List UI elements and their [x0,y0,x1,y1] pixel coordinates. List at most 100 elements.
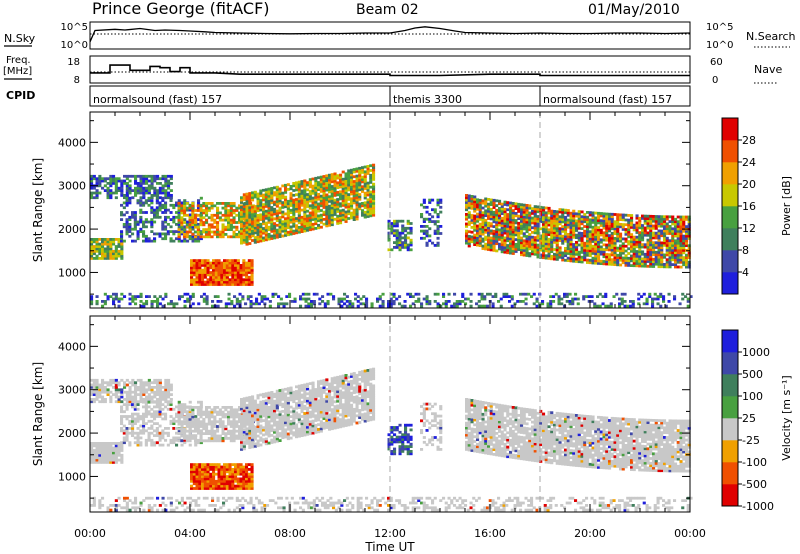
echo-cell [134,383,138,387]
echo-cell [90,295,94,298]
echo-cell [420,302,424,306]
echo-cell [201,280,205,284]
echo-cell [344,215,348,219]
echo-cell [473,205,477,208]
echo-cell [395,219,399,223]
echo-cell [224,225,228,229]
echo-cell [120,446,124,450]
echo-cell [476,198,480,202]
echo-cell [270,222,274,226]
echo-cell [330,206,334,210]
echo-cell [404,234,408,237]
echo-cell [267,197,271,200]
echo-cell [500,217,504,220]
echo-cell [654,215,658,218]
echo-cell [372,175,376,179]
echo-cell [616,234,620,238]
echo-cell [241,297,245,301]
echo-cell [393,219,397,223]
echo-cell [259,203,263,207]
echo-cell [668,260,672,264]
echo-cell [103,238,107,241]
echo-cell [549,300,553,303]
echo-cell [164,225,168,229]
echo-cell [520,236,524,240]
echo-cell [525,235,529,238]
echo-cell [231,273,235,277]
echo-cell [484,199,488,203]
echo-cell [225,273,229,277]
echo-cell [172,417,176,421]
echo-cell [370,304,374,308]
echo-cell [497,300,501,303]
echo-cell [202,432,206,435]
echo-cell [240,201,244,204]
echo-cell [319,216,323,219]
echo-cell [131,398,135,401]
echo-cell [509,232,513,236]
echo-cell [196,230,200,234]
echo-cell [136,186,140,190]
echo-cell [205,295,209,298]
echo-cell [131,295,135,298]
echo-cell [101,442,105,445]
echo-cell [586,234,590,238]
echo-cell [156,383,160,387]
echo-cell [602,238,606,242]
echo-cell [341,208,345,212]
echo-cell [476,239,480,242]
echo-cell [544,230,548,234]
echo-cell [558,248,562,252]
echo-cell [506,232,510,235]
echo-cell [610,234,614,238]
echo-cell [649,255,653,259]
echo-cell [547,245,551,248]
echo-cell [101,242,105,246]
echo-cell [311,213,315,217]
echo-cell [106,240,110,244]
echo-cell [363,203,367,207]
echo-cell [314,227,318,230]
echo-cell [133,403,137,406]
cpid-segment-label: themis 3300 [393,93,462,106]
echo-cell [646,255,650,259]
echo-cell [267,202,271,205]
echo-cell [114,386,118,389]
echo-cell [210,429,214,433]
echo-cell [98,184,102,188]
echo-cell [198,259,202,262]
echo-cell [198,264,202,267]
echo-cell [635,235,639,239]
echo-cell [103,453,107,457]
echo-cell [196,233,200,236]
echo-cell [580,227,584,230]
echo-cell [133,407,137,411]
echo-cell [328,183,332,187]
echo-cell [352,201,356,205]
echo-cell [139,378,143,382]
echo-cell [227,213,231,217]
echo-cell [433,220,437,223]
echo-cell [199,232,203,236]
echo-cell [616,220,620,224]
echo-cell [180,403,184,406]
echo-cell [376,297,380,301]
echo-cell [569,211,573,215]
echo-cell [624,254,628,258]
echo-cell [325,184,329,187]
echo-cell [509,251,513,255]
echo-cell [101,252,105,256]
echo-cell [177,403,181,406]
echo-cell [564,227,568,231]
echo-cell [525,251,529,255]
echo-cell [161,390,165,394]
echo-cell [525,239,529,243]
echo-cell [586,222,590,226]
echo-cell [190,266,194,270]
echo-cell [363,196,367,200]
echo-cell [248,242,252,245]
echo-cell [608,246,612,249]
echo-cell [156,191,160,195]
echo-cell [613,258,617,262]
echo-cell [167,179,171,183]
